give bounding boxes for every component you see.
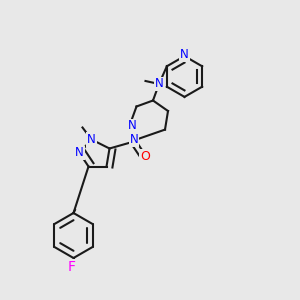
- Text: N: N: [154, 77, 164, 91]
- Text: O: O: [140, 149, 150, 163]
- Text: N: N: [87, 133, 96, 146]
- Text: N: N: [128, 119, 136, 133]
- Text: F: F: [68, 260, 76, 274]
- Text: N: N: [75, 146, 84, 160]
- Text: N: N: [180, 48, 189, 61]
- Text: N: N: [130, 133, 139, 146]
